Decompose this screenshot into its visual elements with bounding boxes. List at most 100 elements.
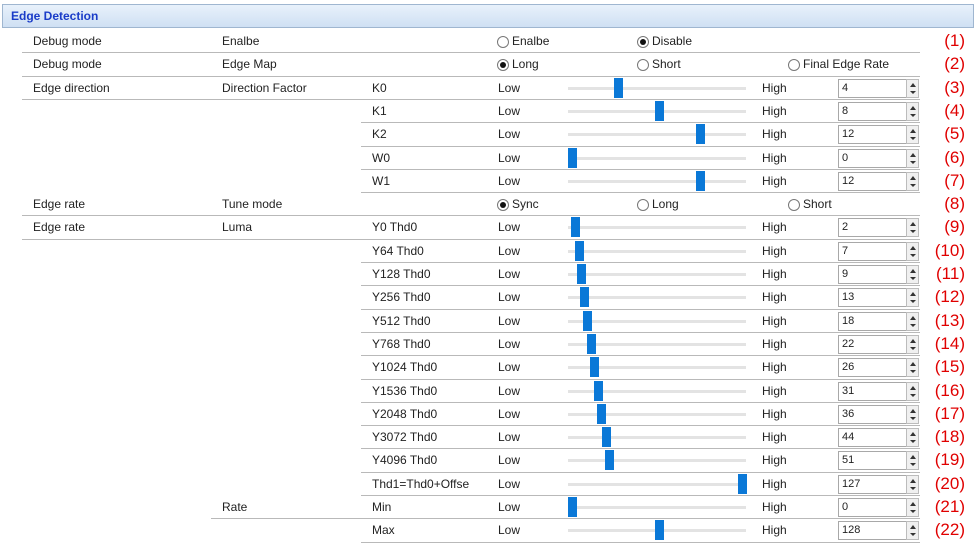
slider-thumb[interactable] (613, 77, 623, 98)
slider-thumb[interactable] (695, 170, 705, 191)
spinner-down (910, 277, 916, 280)
radio-label[interactable]: Final Edge Rate (803, 57, 890, 72)
slider-thumb[interactable] (654, 520, 664, 541)
spinner[interactable] (906, 474, 919, 494)
radio-label[interactable]: Sync (512, 197, 539, 212)
row-separator (22, 75, 920, 77)
radio-button[interactable] (788, 59, 800, 72)
spinner-up (910, 362, 916, 367)
row-label: Enalbe (222, 34, 260, 48)
value-input[interactable]: 44 (838, 428, 907, 448)
spinner[interactable] (906, 334, 919, 354)
slider-thumb[interactable] (590, 357, 600, 378)
slider-thumb[interactable] (586, 333, 596, 354)
slider-thumb[interactable] (593, 380, 603, 401)
low-label: Low (498, 430, 521, 445)
slider-thumb[interactable] (568, 147, 577, 168)
radio-button[interactable] (637, 36, 649, 48)
radio-button[interactable] (788, 199, 800, 212)
parameter-label: Y64 Thd0 (372, 243, 424, 258)
value-input[interactable]: 9 (838, 265, 907, 284)
value-input[interactable]: 0 (838, 498, 907, 517)
spinner[interactable] (906, 241, 919, 261)
spinner-up (910, 175, 916, 180)
slider-thumb[interactable] (571, 217, 581, 238)
value-input[interactable]: 12 (838, 125, 907, 145)
slider-thumb[interactable] (576, 264, 586, 284)
value-input[interactable]: 128 (838, 521, 907, 541)
annotation: (13) (934, 310, 965, 330)
value-input[interactable]: 127 (838, 474, 907, 494)
annotation: (1) (944, 31, 965, 50)
value-input[interactable]: 26 (838, 358, 907, 378)
row-separator (361, 495, 920, 496)
slider-thumb[interactable] (568, 497, 577, 517)
radio-button[interactable] (497, 199, 509, 212)
row-separator (361, 331, 920, 333)
annotation: (22) (934, 520, 965, 540)
high-label: High (762, 430, 787, 445)
spinner[interactable] (906, 148, 919, 168)
radio-button[interactable] (637, 199, 649, 212)
slider-thumb[interactable] (583, 310, 593, 331)
slider-thumb[interactable] (574, 240, 584, 261)
slider-thumb[interactable] (579, 287, 589, 308)
value-input[interactable]: 51 (838, 451, 907, 471)
radio-button[interactable] (637, 59, 649, 72)
high-label: High (762, 500, 787, 514)
slider-track (568, 249, 746, 253)
value-input[interactable]: 8 (838, 101, 907, 121)
radio-label[interactable]: Long (512, 57, 539, 72)
value-input[interactable]: 22 (838, 334, 907, 354)
parameter-label: Y3072 Thd0 (372, 430, 438, 445)
spinner[interactable] (906, 288, 919, 308)
value-input[interactable]: 7 (838, 241, 907, 261)
slider-thumb[interactable] (738, 473, 747, 494)
spinner[interactable] (906, 265, 919, 284)
slider-thumb[interactable] (654, 100, 664, 121)
high-label: High (762, 127, 787, 142)
spinner[interactable] (906, 428, 919, 448)
slider-thumb[interactable] (596, 403, 606, 424)
radio-label[interactable]: Short (652, 57, 681, 72)
spinner[interactable] (906, 381, 919, 401)
annotation: (11) (936, 264, 965, 283)
spinner[interactable] (906, 404, 919, 424)
value-input[interactable]: 31 (838, 381, 907, 401)
spinner[interactable] (906, 358, 919, 378)
spinner[interactable] (906, 521, 919, 541)
value-input[interactable]: 13 (838, 288, 907, 308)
annotation: (20) (934, 473, 965, 493)
value-input[interactable]: 0 (838, 148, 907, 168)
slider-thumb[interactable] (605, 450, 615, 471)
spinner[interactable] (906, 311, 919, 331)
value-input[interactable]: 4 (838, 78, 907, 98)
radio-button[interactable] (497, 36, 509, 48)
spinner[interactable] (906, 78, 919, 98)
parameter-label: Y768 Thd0 (372, 336, 431, 351)
value-input[interactable]: 18 (838, 311, 907, 331)
spinner[interactable] (906, 125, 919, 145)
spinner[interactable] (906, 101, 919, 121)
slider-track (568, 226, 746, 230)
value-input[interactable]: 12 (838, 171, 907, 191)
radio-label[interactable]: Long (652, 197, 679, 212)
high-label: High (762, 173, 787, 188)
radio-label[interactable]: Enalbe (512, 34, 550, 48)
spinner[interactable] (906, 451, 919, 471)
value-input[interactable]: 36 (838, 404, 907, 424)
radio-label[interactable]: Short (803, 197, 832, 212)
spinner[interactable] (906, 498, 919, 517)
radio-label[interactable]: Disable (652, 34, 693, 48)
radio-button[interactable] (497, 59, 509, 72)
high-label: High (762, 336, 787, 351)
spinner[interactable] (906, 218, 919, 238)
slider-thumb[interactable] (695, 124, 705, 145)
spinner-up (910, 315, 916, 320)
value-input[interactable]: 2 (838, 218, 907, 238)
slider-thumb[interactable] (602, 427, 611, 448)
spinner-down (910, 230, 916, 234)
spinner[interactable] (906, 171, 919, 191)
spinner-down (910, 113, 916, 117)
